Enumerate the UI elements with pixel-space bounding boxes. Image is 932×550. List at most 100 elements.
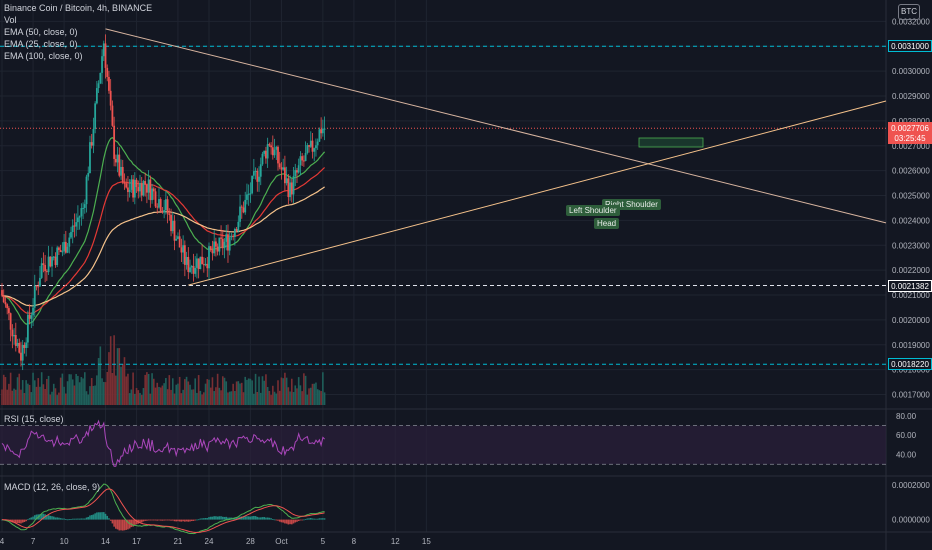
volume-bar xyxy=(65,393,67,405)
volume-bar xyxy=(11,390,14,405)
macd-histogram-bar xyxy=(289,519,291,525)
macd-histogram-bar xyxy=(123,519,126,531)
candle-body xyxy=(178,236,181,248)
macd-histogram-bar xyxy=(196,519,198,521)
macd-histogram-bar xyxy=(23,519,26,523)
volume-bar xyxy=(180,393,183,405)
rsi-label[interactable]: RSI (15, close) xyxy=(4,414,64,424)
volume-bar xyxy=(309,387,312,405)
volume-bar xyxy=(21,380,24,405)
macd-histogram-bar xyxy=(149,519,152,521)
volume-bar xyxy=(197,375,200,405)
volume-bar xyxy=(303,373,305,405)
chart-legend: Binance Coin / Bitcoin, 4h, BINANCE Vol … xyxy=(4,2,152,62)
volume-bar xyxy=(106,371,109,405)
macd-histogram-bar xyxy=(135,519,138,525)
macd-histogram-bar xyxy=(278,519,281,522)
candle-body xyxy=(94,103,97,130)
volume-bar xyxy=(280,377,283,405)
candle-body xyxy=(315,145,317,149)
candle-body xyxy=(221,238,224,249)
macd-histogram-bar xyxy=(175,519,178,522)
price-tick-label: 0.0019000 xyxy=(892,341,930,350)
volume-bar xyxy=(192,389,195,405)
candle-body xyxy=(75,222,78,227)
macd-histogram-bar xyxy=(154,519,157,521)
candle-body xyxy=(120,166,122,176)
volume-bar xyxy=(297,377,300,405)
candle-body xyxy=(225,234,228,242)
candle-body xyxy=(261,153,264,165)
macd-histogram-bar xyxy=(173,519,176,522)
axes: 0.0032000 0.0031000 0.0030000 0.0029000 0.00… xyxy=(0,17,930,546)
volume-bar xyxy=(82,378,84,405)
candle-body xyxy=(164,199,167,211)
price-tick-label: 0.0029000 xyxy=(892,92,930,101)
volume-bar xyxy=(108,352,110,405)
volume-bar xyxy=(54,388,57,405)
macd-histogram-bar xyxy=(97,512,100,520)
volume-bar xyxy=(161,385,164,405)
candle-body xyxy=(247,193,250,195)
macd-histogram-bar xyxy=(49,515,52,520)
volume-bar xyxy=(201,394,203,405)
candle-body xyxy=(270,145,272,148)
candle-body xyxy=(118,154,121,176)
candle-body xyxy=(37,286,40,288)
volume-bar xyxy=(256,392,259,405)
volume-bar xyxy=(115,375,117,405)
candles xyxy=(1,34,326,371)
candle-body xyxy=(287,178,290,198)
candle-body xyxy=(275,146,278,150)
volume-bar xyxy=(84,372,86,405)
volume-bar xyxy=(178,376,181,405)
candle-body xyxy=(289,182,291,198)
volume-bars xyxy=(1,335,326,405)
candle-body xyxy=(8,308,10,314)
macd-histogram-bar xyxy=(30,517,33,520)
candle-body xyxy=(259,164,262,177)
indicator-vol[interactable]: Vol xyxy=(4,15,17,25)
macd-histogram-bar xyxy=(165,519,167,521)
candle-body xyxy=(146,184,148,193)
candle-body xyxy=(213,241,216,254)
candle-body xyxy=(14,335,17,346)
volume-bar xyxy=(213,391,215,405)
ema-lines xyxy=(1,136,326,325)
candle-body xyxy=(149,179,152,201)
candle-body xyxy=(223,241,226,249)
macd-histogram-bar xyxy=(142,519,145,522)
indicator-ema50[interactable]: EMA (50, close, 0) xyxy=(4,27,78,37)
volume-bar xyxy=(237,381,240,405)
macd-histogram-bar xyxy=(16,519,19,524)
volume-bar xyxy=(261,376,264,405)
macd-histogram-bar xyxy=(251,516,253,520)
candle-body xyxy=(292,176,295,195)
macd-histogram-bar xyxy=(40,513,43,520)
price-tick-label: 0.0023000 xyxy=(892,241,930,250)
macd-histogram-bar xyxy=(75,518,77,520)
volume-bar xyxy=(94,385,96,405)
candle-body xyxy=(182,245,185,253)
volume-bar xyxy=(270,395,272,405)
volume-bar xyxy=(223,377,226,405)
candle-body xyxy=(252,171,255,176)
candle-body xyxy=(271,147,274,156)
volume-bar xyxy=(68,374,71,405)
indicator-ema100[interactable]: EMA (100, close, 0) xyxy=(4,51,83,61)
indicator-ema25[interactable]: EMA (25, close, 0) xyxy=(4,39,78,49)
currency-badge[interactable]: BTC xyxy=(898,4,920,20)
candle-body xyxy=(9,313,12,330)
macd-label[interactable]: MACD (12, 26, close, 9) xyxy=(4,482,101,492)
volume-bar xyxy=(111,373,114,405)
macd-histogram-bar xyxy=(168,519,171,521)
volume-bar xyxy=(291,378,293,405)
volume-bar xyxy=(2,374,5,405)
volume-bar xyxy=(139,392,141,405)
time-tick-label: 4 xyxy=(0,537,5,546)
volume-bar xyxy=(1,389,3,405)
macd-histogram-bar xyxy=(225,516,228,520)
candle-body xyxy=(133,179,136,198)
macd-histogram-bar xyxy=(20,519,22,524)
